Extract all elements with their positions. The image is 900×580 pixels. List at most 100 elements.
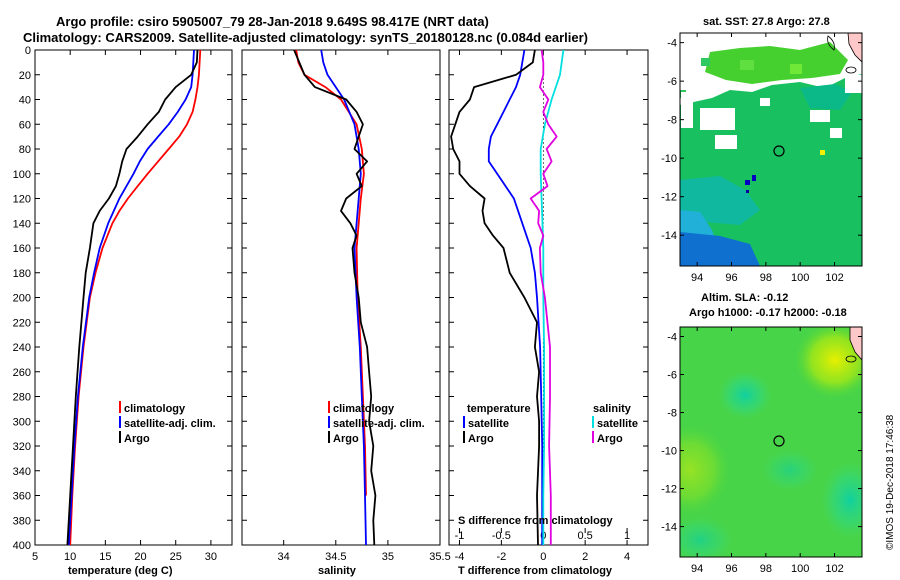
map-x-tick-label: 100 [791,272,809,284]
sla-map-ticks: 94 96 98 100 102 -4 -6 -8 -10 -12 -14 [661,327,862,575]
legend-heading-temperature: temperature [467,403,531,415]
y-tick-label: 160 [13,243,31,255]
x-tick-label: 4 [624,551,630,563]
y-tick-label: 220 [13,317,31,329]
x2-tick-label: -0.5 [492,530,511,542]
map-x-tick-label: 98 [760,272,772,284]
legend-label-argo: Argo [124,433,150,445]
y-tick-label: 20 [19,70,31,82]
sst-argo-location-marker [773,145,785,157]
map-x-tick-label: 94 [691,563,703,575]
y-tick-label: 260 [13,367,31,379]
x-tick-label: 5 [32,551,38,563]
difference-lines [450,49,565,546]
y-tick-label: 360 [13,491,31,503]
x-tick-label: 2 [582,551,588,563]
legend-label-satellite: satellite-adj. clim. [124,418,216,430]
x-tick-label: 20 [134,551,146,563]
x2-tick-label: 0.5 [578,530,593,542]
map-y-tick-label: -4 [667,332,677,344]
map-x-tick-label: 100 [791,563,809,575]
x-tick-label: 35 [382,551,394,563]
x-tick-label: 25 [170,551,182,563]
sla-map-frame [679,326,863,558]
map-y-tick-label: -8 [667,408,677,420]
series-line-argo [293,49,377,546]
x2-tick-label: 1 [624,530,630,542]
y-tick-label: 400 [13,540,31,552]
difference-legend: temperature satellite Argo salinity sate… [463,403,638,445]
y-tick-label: 300 [13,416,31,428]
legend-label-climatology: climatology [333,403,395,415]
header-line-2: Climatology: CARS2009. Satellite-adjuste… [23,30,588,45]
map-x-tick-label: 102 [825,272,843,284]
map-x-tick-label: 96 [725,563,737,575]
salinity-panel-frame [241,49,441,546]
map-y-tick-label: -12 [661,192,677,204]
x-tick-label: 10 [64,551,76,563]
legend-label-t-argo: Argo [468,433,494,445]
temperature-lines [66,49,202,546]
y-tick-label: 380 [13,515,31,527]
series-line-satellite-adj-clim- [320,49,367,546]
temperature-legend: climatology satellite-adj. clim. Argo [119,401,216,445]
y-tick-label: 320 [13,441,31,453]
sla-argo-location-marker [773,435,785,447]
series-line-salinity-argo [529,49,558,545]
x-tick-label: -2 [496,551,506,563]
y-tick-label: 200 [13,293,31,305]
sst-map-frame [679,32,863,267]
series-line-temperature-satellite [487,49,544,545]
y-tick-label: 40 [19,95,31,107]
y-tick-label: 100 [13,169,31,181]
x-tick-label: 0 [540,551,546,563]
x-tick-label: -4 [455,551,465,563]
difference-xlabel: T difference from climatology [458,565,613,577]
map-x-tick-label: 96 [725,272,737,284]
y-tick-label: 120 [13,194,31,206]
legend-label-s-satellite: satellite [597,418,638,430]
y-tick-label: 280 [13,392,31,404]
legend-heading-salinity: salinity [593,403,632,415]
legend-label-t-satellite: satellite [468,418,509,430]
x-tick-label: 15 [99,551,111,563]
temperature-axes: 0 20 40 60 80 100 120 140 160 180 200 220 240 260 280 3… [13,45,232,563]
x-tick-label: 35.5 [429,551,450,563]
map-y-tick-label: -6 [667,370,677,382]
map-y-tick-label: -12 [661,484,677,496]
sst-map-title: sat. SST: 27.8 Argo: 27.8 [703,16,830,28]
map-y-tick-label: -6 [667,76,677,88]
legend-label-s-argo: Argo [597,433,623,445]
sla-map-field [680,327,862,557]
map-y-tick-label: -10 [661,446,677,458]
map-x-tick-label: 94 [691,272,703,284]
sla-map-title-1: Altim. SLA: -0.12 [701,292,788,304]
temperature-panel-frame [34,49,233,546]
imos-credit: ©IMOS 19-Dec-2018 17:46:38 [885,414,896,550]
temperature-xlabel: temperature (deg C) [68,565,173,577]
map-y-tick-label: -14 [661,230,677,242]
y-tick-label: 0 [25,45,31,57]
salinity-axes: 34 34.5 35 35.5 [242,49,451,563]
map-y-tick-label: -14 [661,522,677,534]
map-x-tick-label: 98 [760,563,772,575]
series-line-argo [66,49,199,546]
map-x-tick-label: 102 [825,563,843,575]
map-y-tick-label: -10 [661,153,677,165]
difference-axes: -4 -2 0 2 4-1 -0.5 0 0.5 1 [449,49,648,563]
sst-map: 94 96 98 100 102 -4 -6 -8 -10 -12 -14 [661,32,863,284]
salinity-lines [293,49,377,546]
series-line-temperature-argo [450,49,540,546]
salinity-xlabel: salinity [318,565,357,577]
legend-label-satellite: satellite-adj. clim. [333,418,425,430]
series-line-salinity-satellite [539,49,565,545]
sst-map-field [680,33,862,266]
y-tick-label: 180 [13,268,31,280]
header-line-1: Argo profile: csiro 5905007_79 28-Jan-20… [56,14,489,29]
y-tick-label: 80 [19,144,31,156]
x-tick-label: 34 [278,551,290,563]
y-tick-label: 140 [13,218,31,230]
legend-label-climatology: climatology [124,403,186,415]
salinity-legend: climatology satellite-adj. clim. Argo [328,401,425,445]
